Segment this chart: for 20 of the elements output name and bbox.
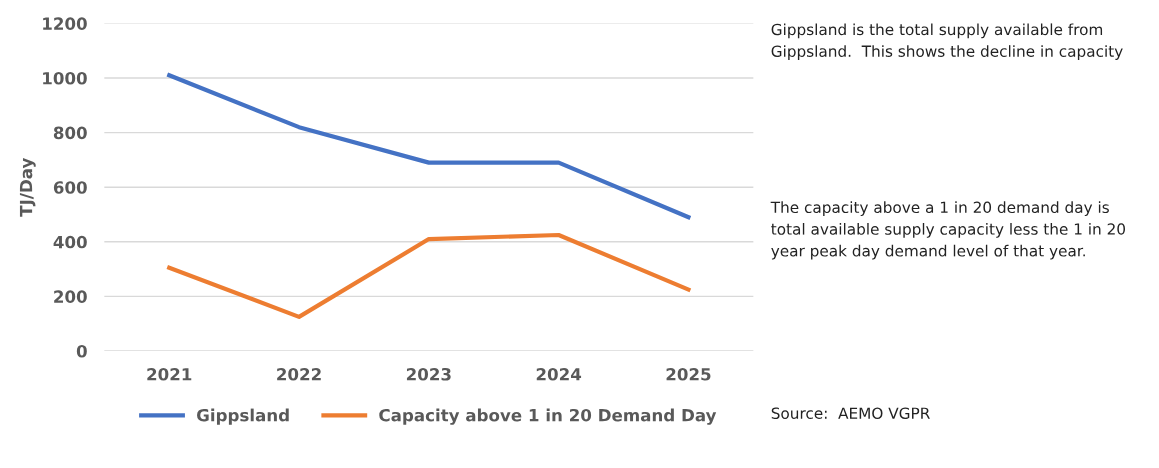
line-series [167, 73, 691, 220]
x-tick-label: 2021 [147, 367, 192, 381]
x-tick-label: 2023 [406, 367, 451, 381]
legend-label: Gippsland [197, 408, 289, 425]
line-series [167, 232, 691, 319]
text: Gippsland is the total supply available from Gippsland. This shows the decline in capacity [771, 23, 1123, 60]
y-axis-title: TJ/Day [19, 157, 36, 217]
y-tick-label: 400 [53, 235, 87, 249]
y-tick-label: 1200 [43, 17, 87, 30]
text: The capacity above a 1 in 20 demand day is total available supply capacity less the 1 in 20 year peak day demand level of that year. [770, 201, 1126, 260]
source-note: Source: AEMO VGPR [771, 407, 930, 419]
x-tick-label: 2024 [536, 367, 582, 381]
x-tick-label: 2025 [666, 367, 711, 381]
y-tick-label: 200 [54, 290, 87, 303]
y-tick-label: 800 [53, 126, 87, 140]
legend-label: Capacity above 1 in 20 Demand Day [379, 408, 717, 425]
y-tick-label: 1000 [43, 71, 87, 85]
x-tick-label: 2022 [277, 367, 321, 381]
y-tick-label: 600 [53, 181, 87, 194]
y-tick-label: 0 [76, 344, 87, 358]
